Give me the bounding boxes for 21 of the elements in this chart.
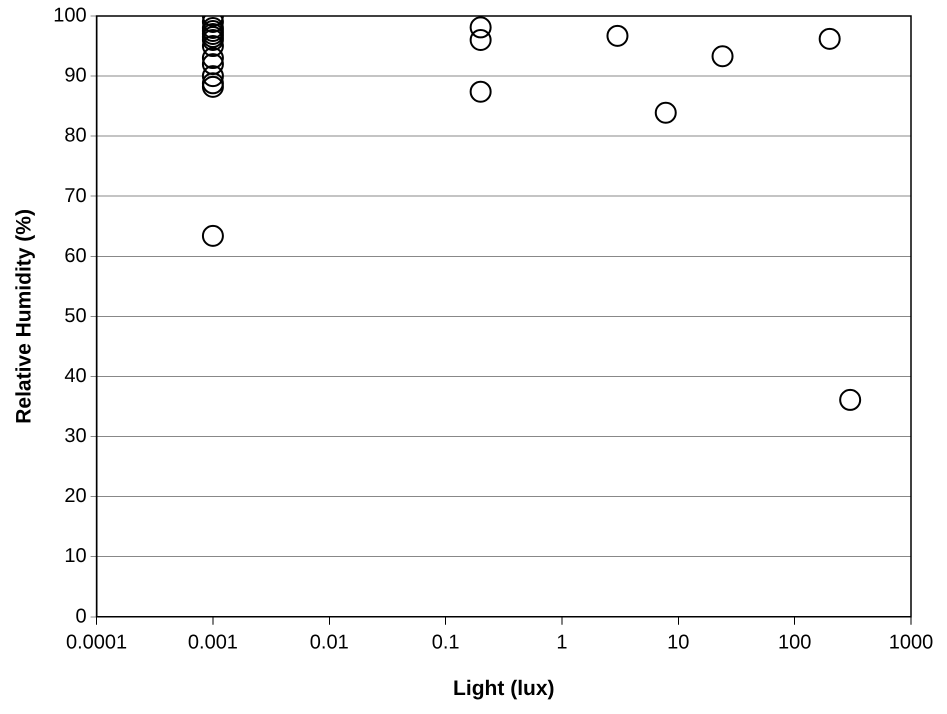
- x-tick-label: 0.0001: [66, 631, 128, 654]
- y-axis-title: Relative Humidity (%): [12, 209, 36, 424]
- y-tick-label: 60: [64, 244, 87, 267]
- x-tick-label: 100: [778, 631, 812, 654]
- x-axis-title: Light (lux): [453, 677, 555, 700]
- x-tick-label: 0.1: [432, 631, 460, 654]
- y-tick-label: 40: [64, 364, 87, 387]
- y-tick-label: 10: [64, 545, 87, 568]
- y-tick-label: 70: [64, 184, 87, 207]
- y-tick-label: 90: [64, 64, 87, 87]
- y-tick-label: 50: [64, 304, 87, 327]
- x-tick-label: 0.001: [188, 631, 238, 654]
- x-tick-label: 1: [556, 631, 568, 654]
- x-tick-label: 10: [667, 631, 690, 654]
- x-tick-label: 1000: [888, 631, 934, 654]
- y-tick-label: 100: [53, 4, 87, 27]
- x-tick-label: 0.01: [310, 631, 349, 654]
- y-tick-label: 80: [64, 124, 87, 147]
- y-tick-label: 20: [64, 485, 87, 508]
- y-tick-label: 0: [75, 605, 87, 628]
- y-tick-label: 30: [64, 425, 87, 448]
